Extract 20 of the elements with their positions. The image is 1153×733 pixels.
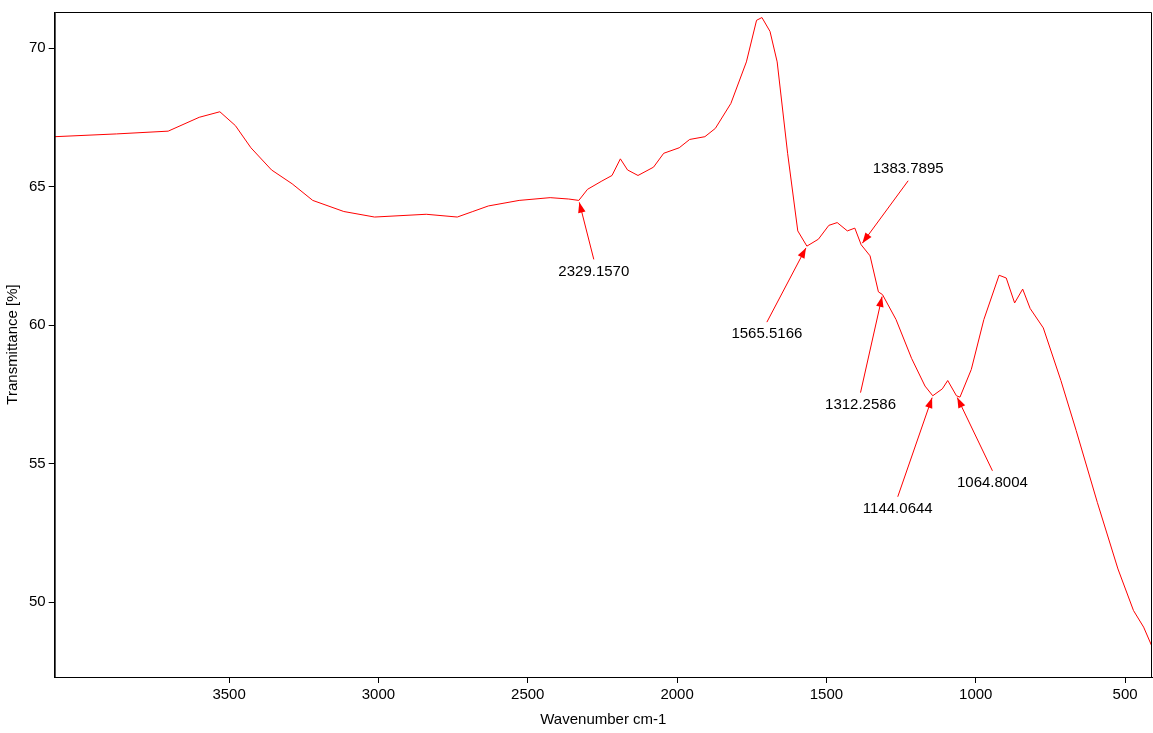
y-tick-label: 60: [29, 315, 46, 333]
x-tick-label: 1500: [809, 685, 844, 703]
x-tick-label: 3000: [361, 685, 396, 703]
x-tick-label: 1000: [959, 685, 993, 703]
annotation: 1064.8004: [956, 472, 1028, 490]
annotation: 1312.2586: [825, 394, 896, 412]
annotation: 1383.7895: [872, 158, 944, 176]
annotation: 1144.0644: [862, 498, 933, 516]
y-axis-title: Transmittance [%]: [3, 284, 21, 405]
x-tick-label: 2500: [511, 685, 545, 703]
x-tick-label: 2000: [660, 685, 694, 703]
x-tick-label: 3500: [212, 685, 246, 703]
y-tick-label: 70: [29, 38, 46, 56]
x-axis-title: Wavenumber cm-1: [540, 710, 667, 728]
annotation: 2329.1570: [558, 261, 630, 279]
y-tick-label: 50: [29, 592, 46, 610]
annotation: 1565.5166: [731, 324, 803, 342]
y-tick-label: 55: [29, 453, 46, 471]
y-tick-label: 65: [29, 176, 46, 194]
x-tick-label: 500: [1112, 685, 1138, 703]
